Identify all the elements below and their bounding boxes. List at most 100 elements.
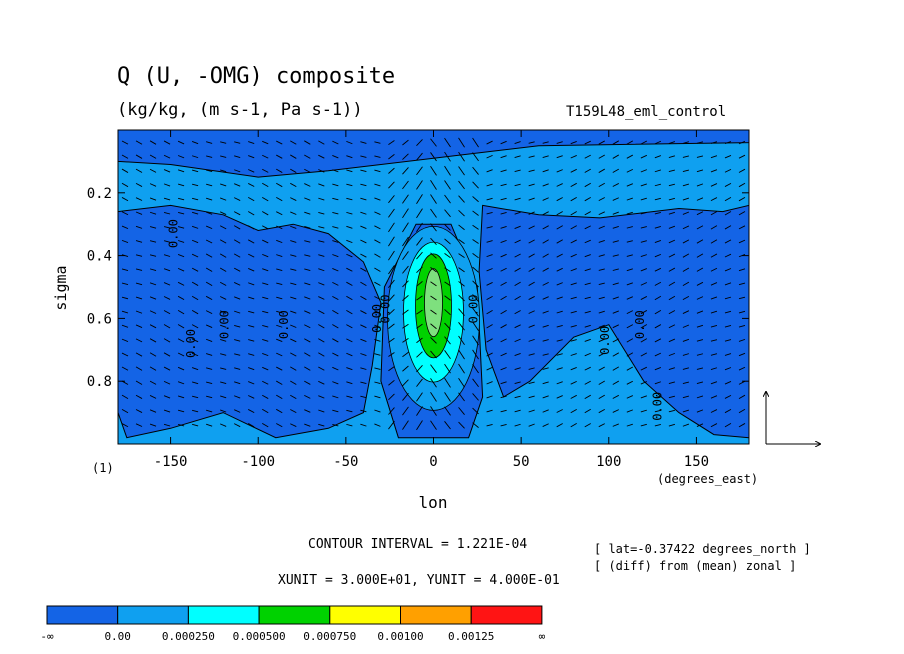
wind-vector <box>444 350 451 359</box>
wind-vector <box>682 267 690 272</box>
wind-vector <box>444 392 451 402</box>
wind-vector <box>121 254 129 257</box>
wind-vector <box>556 211 563 216</box>
wind-vector <box>542 281 549 286</box>
wind-vector <box>514 155 521 158</box>
wind-vector <box>149 211 157 215</box>
wind-vector <box>388 420 395 430</box>
wind-vector <box>654 155 662 159</box>
wind-vector <box>584 225 591 230</box>
wind-vector <box>542 367 549 370</box>
wind-vector <box>556 267 563 272</box>
wind-vector <box>444 281 451 287</box>
wind-vector <box>220 409 227 413</box>
wind-vector <box>444 267 451 273</box>
wind-vector <box>318 352 325 357</box>
wind-vector <box>233 211 241 216</box>
wind-vector <box>682 141 690 144</box>
x-axis-label: lon <box>419 493 448 512</box>
wind-vector <box>472 137 479 148</box>
wind-vector <box>682 211 690 215</box>
wind-vector <box>416 406 423 416</box>
wind-vector <box>121 168 129 173</box>
wind-vector <box>556 183 563 187</box>
wind-vector <box>304 183 311 187</box>
wind-vector <box>135 409 143 413</box>
wind-vector <box>528 353 535 356</box>
wind-vector <box>262 339 269 342</box>
wind-vector <box>668 267 676 272</box>
wind-vector <box>262 253 269 258</box>
wind-vector <box>248 296 255 300</box>
wind-vector <box>444 151 451 162</box>
wind-vector <box>598 423 605 428</box>
wind-vector <box>626 211 633 215</box>
wind-vector <box>318 226 325 229</box>
wind-vector <box>654 309 662 315</box>
wind-vector <box>710 409 718 413</box>
x-tick-label: -150 <box>154 454 188 470</box>
wind-vector <box>318 211 325 215</box>
wind-vector <box>374 225 381 230</box>
wind-vector <box>388 222 395 233</box>
wind-vector <box>724 253 732 258</box>
wind-vector <box>290 366 297 371</box>
wind-vector <box>388 323 395 329</box>
wind-vector <box>514 211 521 215</box>
wind-vector <box>668 310 676 315</box>
wind-vector <box>318 409 325 413</box>
wind-vector <box>388 195 395 204</box>
wind-vector <box>233 267 241 272</box>
wind-vector <box>458 407 465 415</box>
colorbar-label: ∞ <box>539 630 546 643</box>
wind-vector <box>276 197 283 202</box>
wind-vector <box>654 239 662 243</box>
wind-vector <box>234 141 241 144</box>
wind-vector <box>724 296 732 300</box>
wind-vector <box>332 324 339 329</box>
wind-vector <box>374 423 381 427</box>
contour-interval: CONTOUR INTERVAL = 1.221E-04 <box>308 537 527 552</box>
wind-vector <box>149 268 157 272</box>
wind-vector <box>304 394 311 399</box>
wind-vector <box>472 364 479 374</box>
wind-vector <box>430 309 437 315</box>
wind-vector <box>542 211 549 216</box>
wind-vector <box>514 395 521 399</box>
wind-vector <box>738 324 746 328</box>
wind-vector <box>640 140 648 145</box>
wind-vector <box>696 395 704 399</box>
wind-vector <box>556 310 563 314</box>
wind-vector <box>710 353 718 356</box>
y-axis: 0.2 0.4 0.6 0.8 <box>87 186 749 390</box>
wind-vector <box>570 225 577 230</box>
wind-vector <box>472 181 479 189</box>
wind-vector <box>444 137 451 148</box>
wind-vector <box>262 182 269 188</box>
wind-vector <box>514 239 521 244</box>
wind-vector <box>233 423 241 428</box>
wind-vector <box>276 154 283 159</box>
contour-label: 0.00 <box>370 304 384 333</box>
wind-vector <box>332 395 339 399</box>
wind-vector <box>135 154 143 159</box>
wind-vector <box>304 268 311 271</box>
wind-vector <box>556 325 563 328</box>
wind-vector <box>458 267 465 273</box>
wind-vector <box>416 337 423 344</box>
wind-vector <box>640 324 648 329</box>
wind-vector <box>220 367 227 370</box>
wind-vector <box>612 366 620 371</box>
wind-vector <box>191 267 199 272</box>
wind-vector <box>528 310 535 314</box>
wind-vector <box>710 225 718 230</box>
wind-vector <box>262 366 269 371</box>
wind-vector <box>206 141 213 144</box>
wind-vector <box>696 267 704 272</box>
wind-vector <box>416 166 423 176</box>
wind-vector <box>528 169 535 173</box>
wind-vector <box>598 310 605 314</box>
wind-vector <box>626 268 633 272</box>
wind-vector <box>290 409 297 413</box>
wind-vector <box>500 155 507 159</box>
